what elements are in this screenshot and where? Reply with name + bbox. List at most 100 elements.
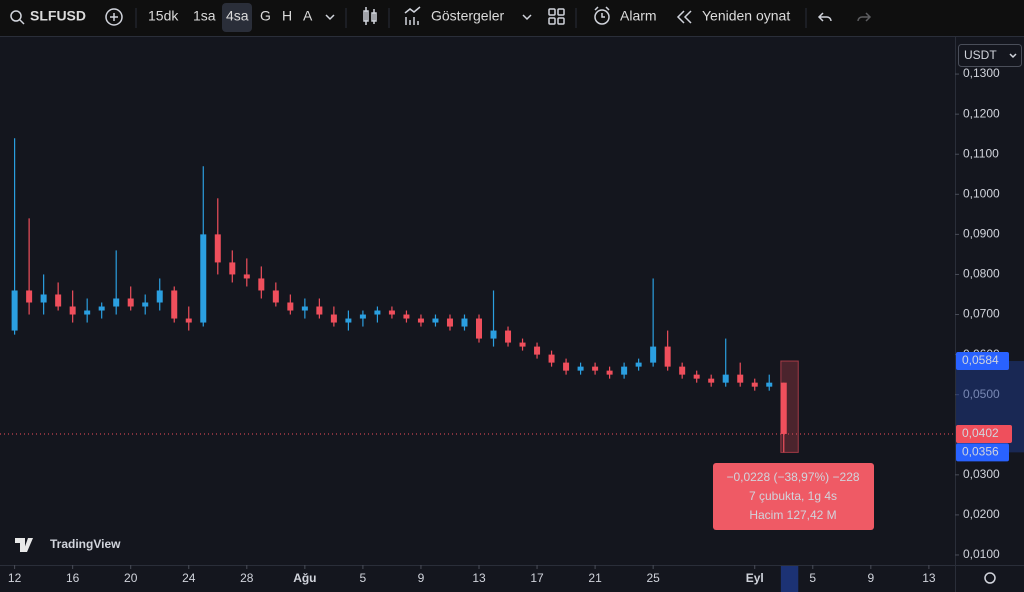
candle-body [751,382,758,387]
candle-body [548,354,555,363]
candle-body [766,382,773,387]
x-tick-label: Ağu [293,571,316,585]
measure-text: 7 çubukta, 1g 4s [749,489,837,503]
range-label: 0,0356 [962,445,999,459]
range-tag [956,443,1009,462]
candle-body [490,330,497,339]
alarm-icon[interactable] [594,6,610,25]
candle-body [519,342,526,347]
currency-box[interactable] [958,44,1022,67]
candle-body [388,310,395,315]
x-tick-label: Eyl [746,571,764,585]
candle-body [505,330,512,343]
replay-icon[interactable] [676,10,692,24]
candle-body [229,262,236,275]
candle-body [679,366,686,375]
candle-body [577,366,584,371]
x-tick-label: 17 [530,571,544,585]
candle-body [446,318,453,327]
measure-text: Hacim 127,42 M [749,508,836,522]
indicators-menu[interactable] [522,14,532,21]
x-tick-label: 24 [182,571,196,585]
undo[interactable] [817,12,832,22]
toolbar [0,0,1024,36]
candle-body [26,290,33,303]
interval[interactable]: 4sa [226,8,249,24]
search-icon[interactable] [10,10,25,25]
candle-body [650,346,657,363]
candle-body [708,378,715,383]
range-label: 0,0584 [962,353,999,367]
candle-body [664,346,671,367]
x-tick-label: 13 [472,571,486,585]
y-tick-label: 0,0100 [963,547,1000,561]
last-price-label: 0,0402 [962,426,999,440]
settings[interactable] [984,572,996,584]
candle-body [301,306,308,311]
candle-body [84,310,91,315]
candle-body [113,298,120,307]
redo[interactable] [857,12,872,22]
candle-body [316,306,323,315]
x-tick-label: 20 [124,571,138,585]
candle-body [142,302,149,307]
measure-tooltip [713,463,874,530]
y-tick-label: 0,1200 [963,106,1000,120]
candle-body [200,234,207,323]
chart-type[interactable] [363,7,377,25]
candle-body [258,278,265,291]
candle-body [722,374,729,383]
active-interval-bg [222,3,252,32]
y-tick-label: 0,0700 [963,307,1000,321]
candle-body [345,318,352,323]
add-symbol[interactable] [105,8,123,26]
candle-body [403,314,410,319]
interval[interactable]: G [260,8,271,24]
candle-body [330,314,337,323]
interval[interactable]: 15dk [148,8,179,24]
x-tick-label: 5 [809,571,816,585]
candle-body [287,302,294,311]
candle-body [592,366,599,371]
indicators[interactable]: Göstergeler [431,8,504,24]
indicators-icon[interactable] [404,6,421,25]
layout-icon[interactable] [548,8,565,25]
y-tick-label: 0,0300 [963,467,1000,481]
x-tick-label: 21 [588,571,602,585]
candle-body [127,298,134,307]
candle-body [243,274,250,279]
y-tick-label: 0,0200 [963,507,1000,521]
measure-text: −0,0228 (−38,97%) −228 [726,470,859,484]
interval[interactable]: 1sa [193,8,216,24]
candle-body [272,290,279,303]
candle-body [156,290,163,303]
candle-body [563,362,570,371]
x-tick-label: 13 [922,571,936,585]
range-tag [956,352,1009,371]
x-tick-label: 9 [418,571,425,585]
interval-menu[interactable] [325,14,335,21]
interval[interactable]: A [303,8,313,24]
y-tick-label: 0,1100 [963,146,999,160]
candle-body [11,290,18,331]
interval[interactable]: H [282,8,292,24]
alarm[interactable]: Alarm [620,8,657,24]
y-tick-label: 0,1300 [963,66,1000,80]
candle-body [780,382,787,434]
currency[interactable]: USDT [964,48,997,62]
candle-body [374,310,381,315]
candle-body [476,318,482,339]
replay[interactable]: Yeniden oynat [702,8,790,24]
currency-menu[interactable] [1009,53,1017,59]
x-tick-label: 28 [240,571,254,585]
svg-text:TradingView: TradingView [50,537,121,551]
last-price-tag [956,424,1012,443]
y-tick-label: 0,0900 [963,227,1000,241]
watermark: TradingView [15,537,121,552]
measure-x-band [780,566,799,592]
candle-body [621,366,628,375]
candle-body [461,318,468,327]
symbol[interactable]: SLFUSD [30,8,86,24]
x-tick-label: 16 [66,571,80,585]
